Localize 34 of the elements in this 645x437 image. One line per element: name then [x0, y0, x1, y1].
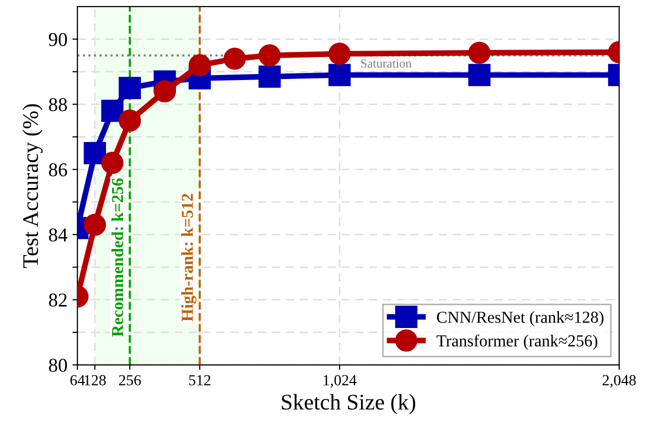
point [101, 152, 124, 174]
y-tick-label: 84 [48, 228, 68, 242]
y-tick-label: 80 [48, 358, 67, 372]
y-tick-label: 88 [48, 98, 67, 112]
point [328, 42, 351, 65]
point [84, 214, 106, 236]
point [258, 44, 281, 67]
y-tick-label: 86 [48, 163, 68, 176]
point [258, 65, 281, 88]
ref-line-label: High-rank: k=512 [181, 194, 196, 322]
point [101, 100, 124, 122]
point [224, 48, 246, 70]
point [328, 64, 351, 86]
point [468, 42, 490, 64]
point [118, 109, 141, 132]
x-tick-label: 128 [84, 375, 106, 386]
x-tick-label: 512 [189, 375, 210, 386]
point [84, 142, 106, 164]
ref-line-label: Recommended: k=256 [111, 178, 124, 337]
ref-line-label: Saturation [361, 59, 412, 68]
x-tick-label: 256 [119, 375, 141, 386]
x-tick-label: 1,024 [324, 375, 357, 388]
y-tick-label: 82 [48, 294, 67, 307]
point [154, 80, 176, 102]
y-tick-label: 90 [48, 32, 67, 46]
legend-label: CNN/ResNet (rank≈128) [436, 311, 604, 326]
x-tick-label: 64 [70, 375, 85, 386]
y-axis-title: Test Accuracy (%) [22, 104, 43, 268]
x-axis-title: Sketch Size (k) [282, 394, 416, 414]
x-tick-label: 2,048 [602, 375, 636, 388]
point [118, 76, 141, 100]
legend-label: Transformer (rank≈256) [436, 334, 598, 350]
point [188, 54, 211, 76]
point [468, 64, 490, 86]
